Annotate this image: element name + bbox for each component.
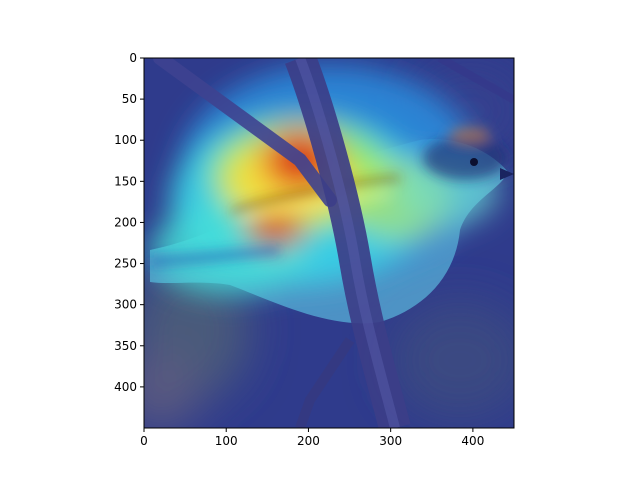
y-axis: 0 50 100 150 200 250 300 350 400 bbox=[114, 51, 144, 394]
y-tick-label: 100 bbox=[114, 133, 137, 147]
bird-beak bbox=[500, 168, 514, 180]
bird-details bbox=[149, 127, 507, 267]
x-tick-label: 400 bbox=[461, 434, 484, 448]
y-tick-label: 300 bbox=[114, 298, 137, 312]
heatmap-image bbox=[144, 58, 514, 428]
y-tick-label: 250 bbox=[114, 257, 137, 271]
axes-frame bbox=[143, 57, 515, 429]
y-tick-label: 200 bbox=[114, 215, 137, 229]
y-tick-label: 350 bbox=[114, 339, 137, 353]
x-tick-label: 100 bbox=[215, 434, 238, 448]
x-axis: 0 100 200 300 400 bbox=[140, 428, 484, 448]
x-tick-label: 300 bbox=[379, 434, 402, 448]
branches bbox=[153, 58, 514, 428]
bird-eye bbox=[470, 158, 478, 166]
x-tick-label: 200 bbox=[297, 434, 320, 448]
y-tick-label: 400 bbox=[114, 380, 137, 394]
y-tick-label: 150 bbox=[114, 174, 137, 188]
x-tick-label: 0 bbox=[140, 434, 148, 448]
y-tick-label: 0 bbox=[129, 51, 137, 65]
y-tick-label: 50 bbox=[122, 92, 137, 106]
